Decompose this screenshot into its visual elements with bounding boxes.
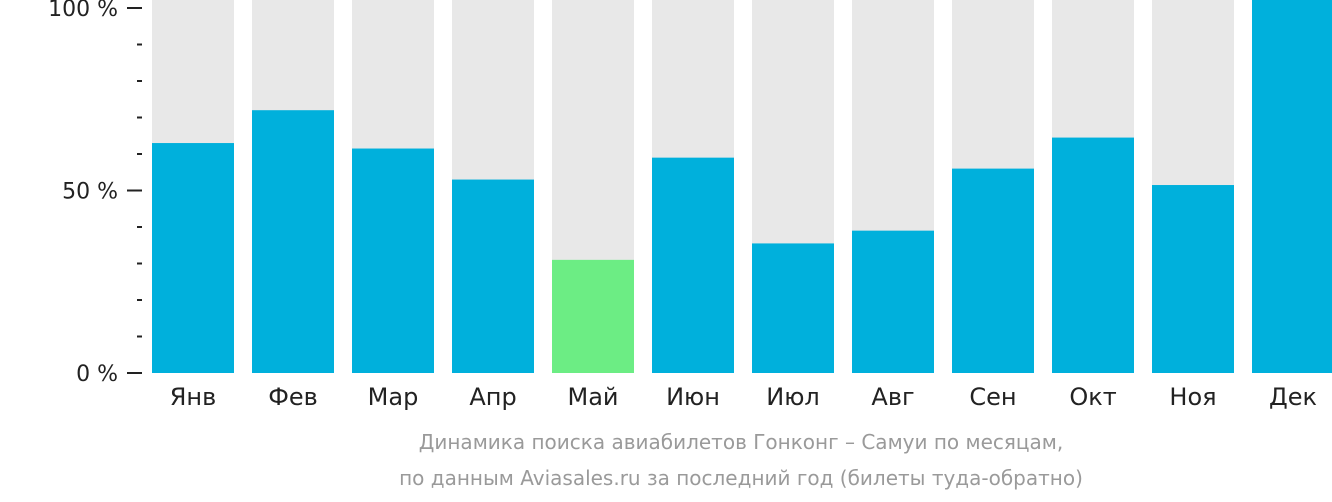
x-tick-label: Июл	[766, 383, 820, 411]
x-tick-label: Май	[567, 383, 618, 411]
bar-9	[952, 168, 1034, 373]
bar-5	[552, 259, 634, 373]
bar-3	[352, 148, 434, 373]
x-axis-labels: Янв Фев Мар Апр Май Июн Июл Авг Сен Окт Ноя Дек	[170, 383, 1317, 411]
y-axis: 100 % 50 % 0 %	[48, 0, 142, 387]
x-tick-label: Дек	[1269, 383, 1317, 411]
bars	[152, 0, 1332, 373]
bar-8	[852, 230, 934, 373]
y-tick-label: 0 %	[76, 362, 118, 387]
bar-1	[152, 143, 234, 373]
caption-line-2: по данным Aviasales.ru за последний год …	[399, 466, 1083, 490]
caption-line-1: Динамика поиска авиабилетов Гонконг – Са…	[418, 430, 1064, 454]
bar-12	[1252, 0, 1332, 373]
y-tick-label: 100 %	[48, 0, 118, 22]
bar-10	[1052, 137, 1134, 373]
bar-2	[252, 110, 334, 373]
x-tick-label: Авг	[871, 383, 914, 411]
x-tick-label: Ноя	[1169, 383, 1216, 411]
x-tick-label: Окт	[1069, 383, 1116, 411]
x-tick-label: Фев	[268, 383, 318, 411]
x-tick-label: Сен	[969, 383, 1016, 411]
bar-4	[452, 179, 534, 373]
x-tick-label: Апр	[469, 383, 516, 411]
bar-11	[1152, 185, 1234, 373]
y-tick-label: 50 %	[62, 180, 118, 205]
bar-6	[652, 157, 734, 373]
x-tick-label: Мар	[368, 383, 419, 411]
x-tick-label: Июн	[666, 383, 720, 411]
bar-7	[752, 243, 834, 373]
x-tick-label: Янв	[170, 383, 217, 411]
